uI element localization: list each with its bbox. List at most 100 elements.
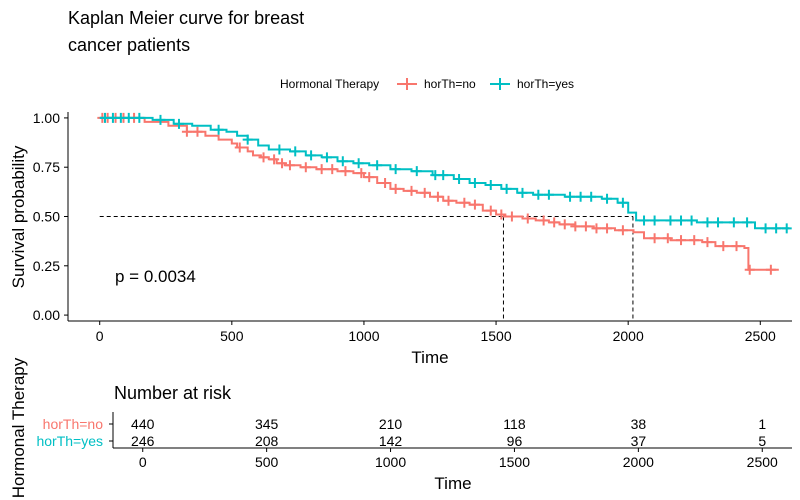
survival-curve-horth-yes [99,112,792,234]
censor-mark [459,197,470,208]
x-tick-label: 1500 [480,328,511,344]
censor-mark [173,118,184,129]
risk-x-tick-label: 2500 [747,454,778,470]
censor-mark [234,142,245,153]
censor-mark [575,191,586,202]
censor-mark [602,223,613,234]
censor-mark [517,187,528,198]
censor-mark [356,168,367,179]
risk-count: 142 [379,433,403,449]
censor-mark [702,237,713,248]
censor-mark [538,215,549,226]
risk-row-label: horTh=no [43,416,104,432]
y-axis-label: Survival probability [9,145,28,288]
risk-count: 118 [503,416,526,432]
risk-count: 246 [131,433,155,449]
y-tick-label: 0.25 [33,258,60,274]
censor-mark [284,160,295,171]
censor-mark [522,213,533,224]
x-tick-label: 2000 [613,328,644,344]
censor-mark [290,146,301,157]
censor-mark [242,134,253,145]
censor-mark [686,215,697,226]
censor-mark [742,217,753,228]
censor-mark [327,164,338,175]
survival-curve-horth-no [97,112,779,275]
censor-mark [274,144,285,155]
risk-table-y-axis-label: Hormonal Therapy [9,357,28,498]
x-tick-label: 1000 [348,328,379,344]
y-tick-label: 0.00 [33,307,60,323]
risk-x-tick-label: 1500 [499,454,530,470]
censor-mark [496,209,507,220]
censor-mark [639,215,650,226]
y-axis-ticks: 0.00 0.25 0.50 0.75 1.00 [33,110,68,323]
censor-mark [155,114,166,125]
survival-curves [97,112,792,275]
chart-title-line-2: cancer patients [68,35,190,55]
censor-mark [432,191,443,202]
censor-mark [340,166,351,177]
censor-mark [443,195,454,206]
risk-x-tick-label: 500 [255,454,279,470]
censor-mark [665,215,676,226]
legend-label: horTh=yes [517,77,574,91]
y-tick-label: 0.75 [33,159,60,175]
censor-mark [300,162,311,173]
risk-count: 96 [507,433,523,449]
censor-mark [649,215,660,226]
censor-mark [306,150,317,161]
risk-count: 38 [631,416,647,432]
censor-mark [591,223,602,234]
censor-mark [123,112,134,123]
legend-item-horth-no: horTh=no [397,77,476,91]
risk-table: Number at risk horTh=no 440 345 210 118 38 1ho… [9,357,792,498]
censor-mark [731,241,742,252]
censor-mark [565,191,576,202]
censor-mark [213,124,224,135]
censor-mark [744,264,755,275]
censor-mark [454,174,465,185]
risk-table-title: Number at risk [114,383,232,403]
x-tick-label: 2500 [745,328,776,344]
chart-title-line-1: Kaplan Meier curve for breast [68,8,304,28]
risk-x-tick-label: 1000 [375,454,406,470]
y-tick-label: 0.50 [33,209,60,225]
survival-step-line [99,116,779,271]
censor-mark [662,233,673,244]
censor-mark [390,183,401,194]
x-tick-label: 0 [96,328,104,344]
censor-mark [469,199,480,210]
censor-mark [728,217,739,228]
censor-mark [543,189,554,200]
censor-mark [570,221,581,232]
survival-step-line [99,116,790,230]
risk-table-x-ticks: 0 500 1000 1500 2000 2500 [139,448,778,470]
censor-mark [602,193,613,204]
censor-mark [676,215,687,226]
risk-count: 345 [255,416,279,432]
censor-mark [134,112,145,123]
p-value-annotation: p = 0.0034 [115,267,196,286]
censor-mark [321,152,332,163]
censor-mark [269,154,280,165]
censor-mark [411,166,422,177]
censor-mark [580,221,591,232]
x-tick-label: 500 [220,328,244,344]
risk-count: 5 [758,433,766,449]
risk-row-horth-yes: horTh=yes 246 208 142 96 37 5 [36,433,766,449]
censor-mark [765,264,776,275]
censor-mark [390,164,401,175]
censor-mark [617,225,628,236]
survival-plot: 0.00 0.25 0.50 0.75 1.00 0 500 1000 1500 2000 250… [9,110,792,367]
censor-mark [364,172,375,183]
risk-count: 210 [379,416,403,432]
risk-count: 37 [631,433,647,449]
censor-mark [617,197,628,208]
censor-mark [501,183,512,194]
censor-mark [181,126,192,137]
censor-mark [781,223,792,234]
risk-count: 1 [758,416,766,432]
